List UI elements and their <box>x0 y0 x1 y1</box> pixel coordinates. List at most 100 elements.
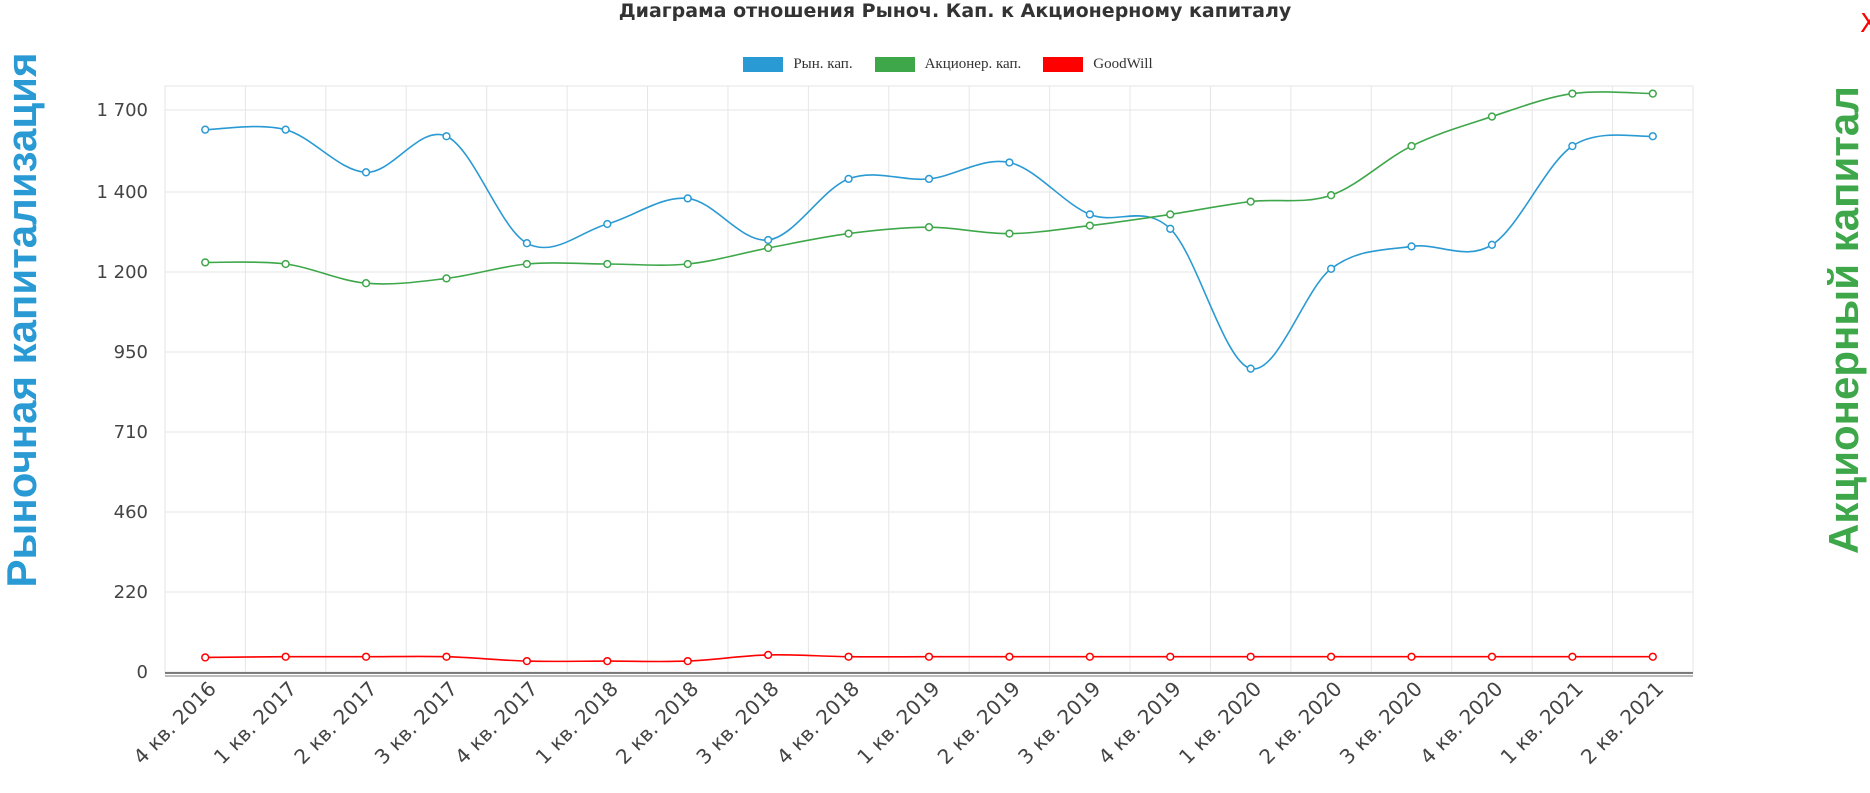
series-point-1 <box>924 223 934 232</box>
series-point-1 <box>442 274 451 283</box>
series-point-2 <box>361 652 371 661</box>
series-point-0 <box>764 235 773 245</box>
x-tick-label: 1 кв. 2017 <box>209 677 301 769</box>
series-point-2 <box>1326 652 1336 661</box>
series-point-2 <box>1246 652 1255 661</box>
x-tick-label: 4 кв. 2019 <box>1093 677 1185 769</box>
series-point-1 <box>1246 197 1255 206</box>
legend-swatch-goodwill <box>1043 57 1084 72</box>
series-point-1 <box>361 279 371 288</box>
legend-swatch-market-cap <box>743 57 784 72</box>
series-point-1 <box>281 259 290 269</box>
series-point-2 <box>683 656 692 666</box>
series-point-0 <box>1166 224 1175 233</box>
legend-item-equity[interactable]: Акционер. кап. <box>874 56 1022 73</box>
series-point-1 <box>1005 229 1014 238</box>
x-tick-label: 2 кв. 2019 <box>933 677 1025 769</box>
x-tick-label: 1 кв. 2020 <box>1174 677 1266 769</box>
series-point-0 <box>683 194 692 203</box>
series-point-1 <box>201 258 210 267</box>
x-tick-label: 4 кв. 2020 <box>1415 677 1507 769</box>
series-point-1 <box>844 229 853 238</box>
series-point-0 <box>1246 364 1255 373</box>
chart-title: Диаграма отношения Рыноч. Кап. к Акционе… <box>618 0 1292 22</box>
series-point-2 <box>201 653 210 662</box>
series-point-1 <box>1648 89 1657 98</box>
y-tick-label: 220 <box>114 582 148 603</box>
series-point-1 <box>1407 141 1416 151</box>
x-tick-label: 3 кв. 2018 <box>691 677 783 769</box>
plot-border <box>164 85 1694 673</box>
x-tick-label: 2 кв. 2018 <box>611 677 703 769</box>
y-tick-label: 710 <box>114 422 148 443</box>
series-point-0 <box>603 219 612 229</box>
x-tick-label: 4 кв. 2018 <box>772 677 864 769</box>
series-point-2 <box>844 652 853 661</box>
series-point-2 <box>1005 652 1014 661</box>
series-point-0 <box>924 174 934 184</box>
series-point-2 <box>1166 652 1175 661</box>
series-point-2 <box>1568 652 1577 661</box>
close-icon[interactable]: X <box>1860 10 1870 38</box>
series-point-0 <box>1326 264 1336 273</box>
series-point-0 <box>1407 242 1416 251</box>
series-line-0 <box>205 125 1653 370</box>
series-point-2 <box>281 652 290 661</box>
legend-label-market-cap: Рын. кап. <box>793 56 853 72</box>
x-tick-label: 1 кв. 2021 <box>1496 677 1588 769</box>
x-tick-label: 3 кв. 2017 <box>370 677 462 769</box>
y-tick-label: 460 <box>114 502 148 523</box>
x-tick-label: 3 кв. 2020 <box>1335 677 1427 769</box>
series-line-1 <box>205 91 1653 285</box>
series-point-0 <box>281 125 290 134</box>
series-point-2 <box>1648 652 1657 661</box>
legend-item-market-cap[interactable]: Рын. кап. <box>743 56 853 73</box>
series-point-1 <box>603 259 612 269</box>
series-point-2 <box>1487 652 1497 661</box>
series-point-2 <box>924 652 934 661</box>
x-tick-label: 2 кв. 2020 <box>1254 677 1346 769</box>
series-point-2 <box>1085 652 1094 661</box>
series-point-2 <box>1407 652 1416 661</box>
series-point-1 <box>1326 191 1336 200</box>
x-tick-label: 2 кв. 2021 <box>1576 677 1668 769</box>
y-tick-label: 0 <box>137 662 148 683</box>
legend: Рын. кап. Акционер. кап. GoodWill <box>0 56 1870 73</box>
series-point-0 <box>844 174 853 184</box>
series-point-1 <box>1166 210 1175 219</box>
series-point-0 <box>1648 132 1657 141</box>
series-point-0 <box>1568 141 1577 151</box>
legend-label-equity: Акционер. кап. <box>924 56 1022 72</box>
x-tick-label: 3 кв. 2019 <box>1013 677 1105 769</box>
x-tick-label: 4 кв. 2017 <box>450 677 542 769</box>
series-point-1 <box>1568 89 1577 98</box>
x-tick-label: 1 кв. 2018 <box>531 677 623 769</box>
y-tick-label: 1 200 <box>96 262 148 283</box>
legend-label-goodwill: GoodWill <box>1093 56 1153 72</box>
series-point-2 <box>442 652 451 661</box>
legend-swatch-equity <box>874 57 915 72</box>
y-tick-label: 1 400 <box>96 182 148 203</box>
series-point-1 <box>683 259 692 269</box>
series-point-0 <box>522 239 532 248</box>
series-point-0 <box>361 168 371 177</box>
series-point-0 <box>442 132 451 141</box>
x-tick-label: 4 кв. 2016 <box>128 677 220 769</box>
series-point-2 <box>603 656 612 666</box>
series-point-2 <box>522 656 532 666</box>
series-point-1 <box>1085 221 1094 230</box>
series-point-1 <box>764 243 773 253</box>
legend-item-goodwill[interactable]: GoodWill <box>1043 56 1153 73</box>
series-point-2 <box>764 650 773 660</box>
y-tick-label: 1 700 <box>96 100 148 121</box>
series-point-0 <box>1487 240 1497 249</box>
series-point-0 <box>201 125 210 134</box>
series-point-1 <box>522 259 532 269</box>
y-tick-label: 950 <box>114 342 148 363</box>
series-point-0 <box>1005 158 1014 167</box>
x-tick-label: 1 кв. 2019 <box>852 677 944 769</box>
series-point-1 <box>1487 112 1497 121</box>
x-tick-label: 2 кв. 2017 <box>289 677 381 769</box>
series-point-0 <box>1085 210 1094 219</box>
